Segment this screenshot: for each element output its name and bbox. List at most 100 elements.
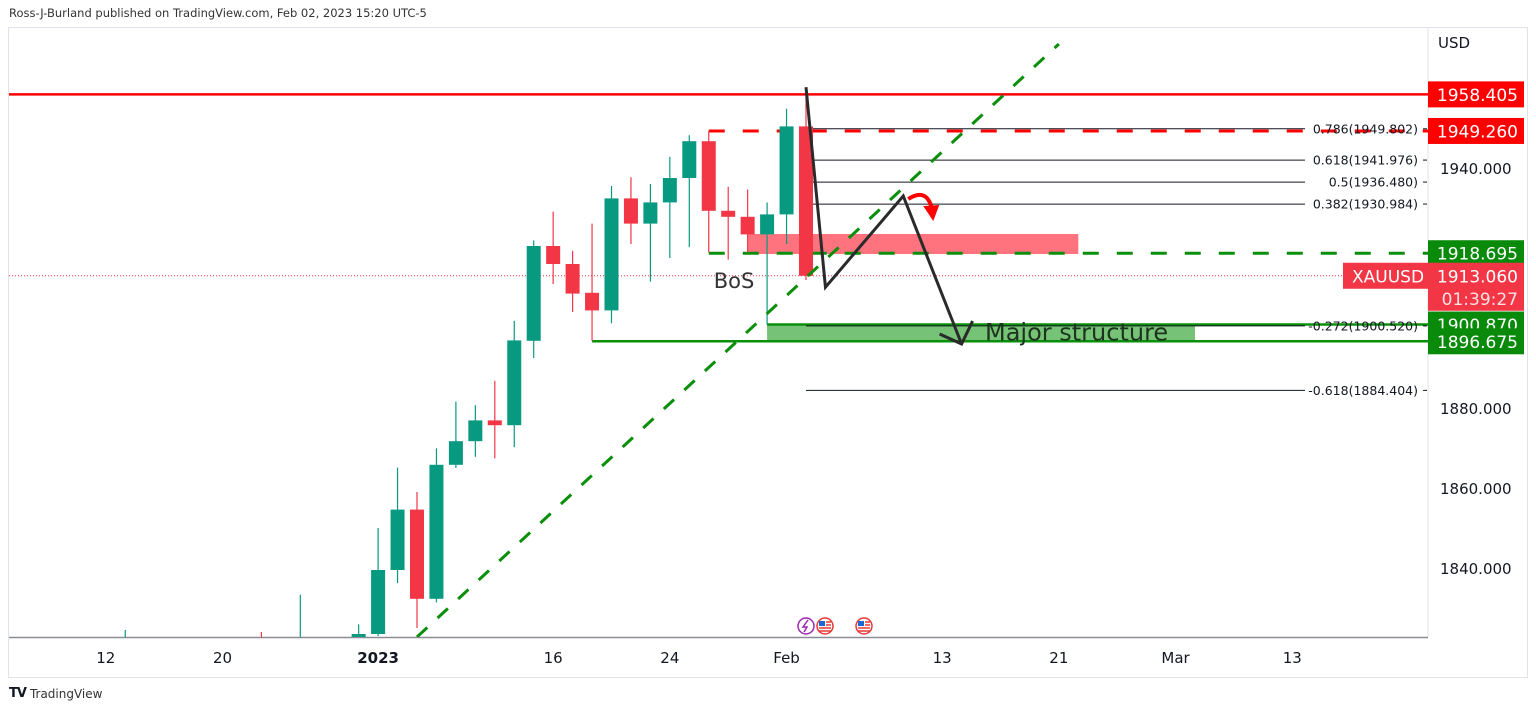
- candle[interactable]: [546, 211, 561, 284]
- time-tick-label: 16: [544, 649, 563, 667]
- candle[interactable]: [701, 130, 716, 253]
- candle-body: [390, 509, 405, 570]
- candle-body: [448, 441, 463, 465]
- candle[interactable]: [526, 240, 541, 358]
- bos-label: BoS: [714, 269, 755, 293]
- candle-body: [779, 126, 794, 215]
- candle-body: [118, 644, 132, 648]
- candle[interactable]: [565, 250, 580, 312]
- price-tick-label: 1840.000: [1440, 560, 1512, 578]
- symbol-tag[interactable]: [1343, 262, 1428, 289]
- time-tick-label: 2023: [357, 649, 399, 667]
- candle-body: [604, 198, 619, 311]
- candle[interactable]: [448, 401, 463, 468]
- plot-area: BoS Major structure: [9, 42, 1428, 688]
- candle-body: [371, 570, 386, 634]
- candle[interactable]: [351, 624, 366, 644]
- event-icons[interactable]: [797, 617, 873, 635]
- candle-body: [468, 420, 483, 442]
- price-tag[interactable]: [1428, 240, 1524, 267]
- tradingview-logo-icon: TV: [9, 686, 27, 701]
- time-tick-label: 20: [213, 649, 232, 667]
- price-tag-label: 1949.260: [1437, 122, 1518, 142]
- fib-level-label: 0.618(1941.976): [1313, 153, 1418, 168]
- time-tick-label: 13: [1283, 649, 1302, 667]
- trendline[interactable]: [415, 42, 1060, 637]
- time-tick-label: 21: [1049, 649, 1068, 667]
- candle-body: [565, 264, 580, 294]
- candle[interactable]: [662, 156, 677, 258]
- us-flag-event-icon[interactable]: [816, 617, 834, 635]
- candle[interactable]: [721, 186, 736, 260]
- candle[interactable]: [682, 135, 697, 248]
- time-tick-label: 12: [96, 649, 115, 667]
- fib-level-label: 0.382(1930.984): [1313, 197, 1418, 212]
- fib-level-label: 0.5(1936.480): [1329, 175, 1418, 190]
- lightning-event-icon[interactable]: [797, 617, 815, 635]
- candle-body: [682, 141, 697, 178]
- candle[interactable]: [604, 186, 619, 324]
- fib-level-label: -0.618(1884.404): [1308, 383, 1418, 398]
- price-tag[interactable]: [1428, 81, 1524, 108]
- candle[interactable]: [410, 492, 424, 628]
- candle[interactable]: [623, 177, 638, 244]
- curved-arrow-icon: [907, 192, 934, 207]
- time-tick-label: Feb: [773, 649, 800, 667]
- price-axis: 0.786(1949.802) 0.618(1941.976) 0.5(1936.4…: [1308, 81, 1524, 578]
- candle-body: [623, 198, 638, 224]
- candle-body: [507, 340, 522, 426]
- candle-body: [701, 141, 716, 211]
- candle[interactable]: [760, 202, 775, 325]
- candle[interactable]: [429, 448, 444, 603]
- candle[interactable]: [643, 184, 658, 282]
- candle[interactable]: [585, 223, 600, 341]
- candle-body: [585, 292, 600, 311]
- price-tick-label: 1860.000: [1440, 480, 1512, 498]
- currency-label: USD: [1438, 34, 1470, 52]
- time-tick-label: Mar: [1161, 649, 1190, 667]
- candle[interactable]: [390, 467, 405, 584]
- current-price-label: 1913.060: [1437, 267, 1518, 287]
- price-tag-label: 1896.675: [1437, 333, 1518, 353]
- candle-body: [760, 214, 775, 235]
- candle[interactable]: [293, 594, 307, 688]
- us-flag-event-icon[interactable]: [855, 617, 873, 635]
- candle-body: [546, 246, 561, 264]
- candle-body: [293, 656, 307, 672]
- publisher-caption: Ross-J-Burland published on TradingView.…: [9, 6, 427, 20]
- candle-body: [662, 178, 677, 203]
- arrowhead-icon: [938, 320, 974, 346]
- candle[interactable]: [799, 94, 813, 280]
- supply-zone[interactable]: [747, 234, 1079, 254]
- candle-body: [429, 464, 444, 599]
- tradingview-logo[interactable]: TV TradingView: [9, 686, 102, 701]
- candle-body: [721, 210, 736, 217]
- candle-body: [254, 644, 268, 656]
- price-tick-label: 1940.000: [1440, 160, 1512, 178]
- fib-level-label: 0.786(1949.802): [1313, 121, 1418, 136]
- candle[interactable]: [740, 189, 755, 253]
- fib-level-label: -0.272(1900.520): [1308, 318, 1418, 333]
- chart-frame: [8, 27, 1528, 678]
- projection-path[interactable]: [804, 87, 963, 345]
- time-axis: 12 20 2023 16 24 Feb 13 21 Mar 13: [96, 649, 1302, 667]
- major-structure-zone[interactable]: [767, 324, 1195, 342]
- candle-body: [799, 126, 813, 276]
- price-tag[interactable]: [1428, 117, 1524, 144]
- zone-label: Major structure: [985, 318, 1168, 346]
- time-tick-label: 13: [933, 649, 952, 667]
- price-tag-label: 1918.695: [1437, 245, 1518, 265]
- price-tag[interactable]: [1428, 328, 1524, 355]
- candle[interactable]: [371, 528, 386, 636]
- candle-body: [487, 420, 502, 426]
- candle[interactable]: [468, 405, 483, 457]
- candle[interactable]: [507, 320, 522, 448]
- candle-body: [410, 509, 424, 599]
- current-price-tag[interactable]: [1428, 262, 1524, 311]
- time-tick-label: 24: [660, 649, 679, 667]
- candle[interactable]: [118, 630, 132, 668]
- candle[interactable]: [487, 380, 502, 459]
- candle-body: [526, 246, 541, 341]
- candle[interactable]: [779, 108, 794, 244]
